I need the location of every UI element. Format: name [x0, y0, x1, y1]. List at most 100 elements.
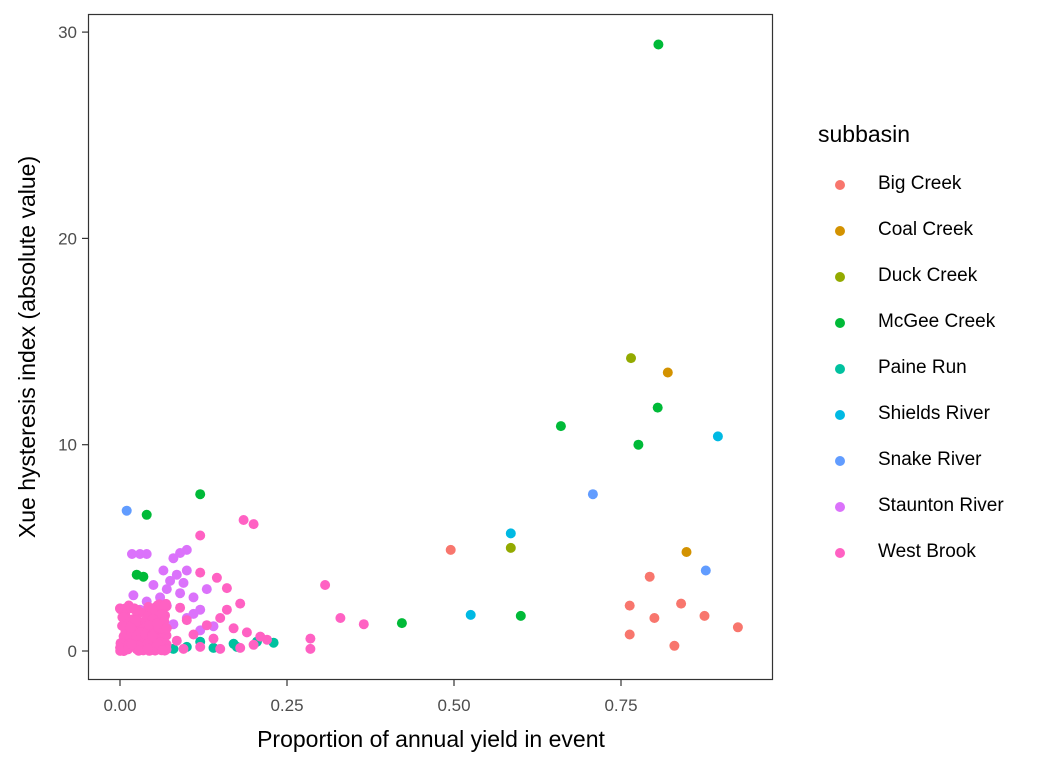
data-point-mcgee-creek	[195, 489, 206, 500]
y-tick-label: 20	[58, 229, 77, 248]
legend-item: Staunton River	[818, 484, 1048, 530]
legend-label: Staunton River	[878, 495, 1004, 516]
y-tick-label: 10	[58, 436, 77, 455]
data-point-snake-river	[587, 489, 598, 500]
data-point-staunton-river	[181, 565, 192, 576]
data-point-staunton-river	[178, 577, 189, 588]
data-point-west-brook	[195, 641, 206, 652]
legend-label: McGee Creek	[878, 311, 996, 332]
x-tick-label: 0.25	[270, 696, 303, 715]
legend-dot-icon	[835, 502, 845, 512]
data-point-shields-river	[712, 431, 723, 442]
legend-label: Paine Run	[878, 357, 967, 378]
x-axis: 0.00 0.25 0.50 0.75	[103, 680, 638, 715]
legend-dot-icon	[835, 272, 845, 282]
x-tick-label: 0.00	[103, 696, 136, 715]
legend-title: subbasin	[818, 121, 911, 147]
data-point-shields-river	[505, 528, 516, 539]
data-point-west-brook	[152, 618, 162, 629]
data-point-shields-river	[465, 609, 476, 620]
legend-dot-icon	[835, 364, 845, 374]
legend-item: Big Creek	[818, 162, 1048, 208]
data-point-west-brook	[221, 583, 232, 594]
data-point-snake-river	[121, 505, 132, 516]
data-point-mcgee-creek	[515, 610, 526, 621]
x-axis-title: Proportion of annual yield in event	[257, 726, 605, 752]
data-point-west-brook	[181, 615, 192, 626]
data-point-duck-creek	[505, 542, 516, 553]
data-point-west-brook	[161, 623, 172, 634]
data-point-big-creek	[644, 571, 655, 582]
legend-label: West Brook	[878, 541, 976, 562]
data-point-mcgee-creek	[138, 571, 149, 582]
legend-label: Coal Creek	[878, 219, 974, 240]
legend-items: Big Creek Coal Creek Duck Creek McGee Creek…	[818, 162, 1048, 576]
data-point-west-brook	[133, 645, 144, 656]
legend-dot-icon	[835, 548, 845, 558]
data-point-west-brook	[147, 631, 158, 642]
data-point-staunton-river	[148, 580, 159, 590]
data-point-west-brook	[215, 613, 226, 623]
data-point-west-brook	[130, 615, 141, 626]
data-point-west-brook	[125, 622, 136, 633]
x-tick-label: 0.75	[604, 696, 637, 715]
legend-item: Coal Creek	[818, 208, 1048, 254]
data-point-big-creek	[624, 600, 635, 611]
legend-item: West Brook	[818, 530, 1048, 576]
data-point-big-creek	[699, 610, 710, 621]
data-point-west-brook	[248, 639, 259, 650]
data-point-staunton-river	[165, 575, 176, 586]
data-point-staunton-river	[201, 584, 212, 595]
legend-dot-icon	[835, 410, 845, 420]
data-point-staunton-river	[175, 588, 186, 599]
data-point-west-brook	[115, 642, 126, 653]
data-point-west-brook	[117, 620, 128, 631]
data-point-west-brook	[358, 619, 369, 630]
legend-item: Shields River	[818, 392, 1048, 438]
legend-item: Snake River	[818, 438, 1048, 484]
data-point-west-brook	[215, 643, 226, 654]
legend-label: Duck Creek	[878, 265, 978, 286]
data-point-west-brook	[211, 572, 222, 583]
points-layer	[115, 39, 743, 656]
data-point-west-brook	[201, 620, 212, 631]
data-point-west-brook	[157, 645, 168, 655]
data-point-west-brook	[188, 629, 199, 640]
data-point-west-brook	[208, 633, 219, 644]
legend-label: Big Creek	[878, 173, 962, 194]
data-point-west-brook	[175, 602, 186, 613]
data-point-duck-creek	[626, 353, 636, 364]
legend-label: Shields River	[878, 403, 990, 424]
data-point-west-brook	[320, 580, 331, 590]
data-point-west-brook	[126, 639, 137, 650]
data-point-staunton-river	[188, 608, 199, 619]
data-point-big-creek	[732, 622, 743, 633]
data-point-west-brook	[178, 643, 189, 654]
data-point-west-brook	[238, 515, 249, 525]
legend-item: McGee Creek	[818, 300, 1048, 346]
data-point-mcgee-creek	[141, 509, 152, 520]
legend-dot-icon	[835, 180, 845, 190]
data-point-coal-creek	[681, 547, 692, 557]
data-point-mcgee-creek	[555, 421, 566, 432]
x-tick-label: 0.50	[437, 696, 470, 715]
data-point-staunton-river	[181, 544, 192, 555]
legend-dot-icon	[835, 456, 845, 466]
plot-panel-border	[87, 13, 774, 681]
data-point-west-brook	[147, 604, 158, 615]
legend: subbasin Big Creek Coal Creek Duck Creek Mc…	[818, 120, 1048, 576]
data-point-west-brook	[305, 633, 316, 644]
data-point-west-brook	[335, 613, 346, 623]
legend-label: Snake River	[878, 449, 982, 470]
legend-dot-icon	[835, 226, 845, 236]
data-point-west-brook	[195, 567, 206, 578]
legend-dot-icon	[835, 318, 845, 328]
data-point-west-brook	[171, 635, 182, 646]
data-point-staunton-river	[127, 549, 137, 559]
data-point-west-brook	[195, 530, 206, 541]
data-point-big-creek	[649, 613, 660, 623]
data-point-staunton-river	[158, 565, 169, 576]
data-point-west-brook	[144, 620, 154, 630]
data-point-staunton-river	[161, 584, 172, 595]
